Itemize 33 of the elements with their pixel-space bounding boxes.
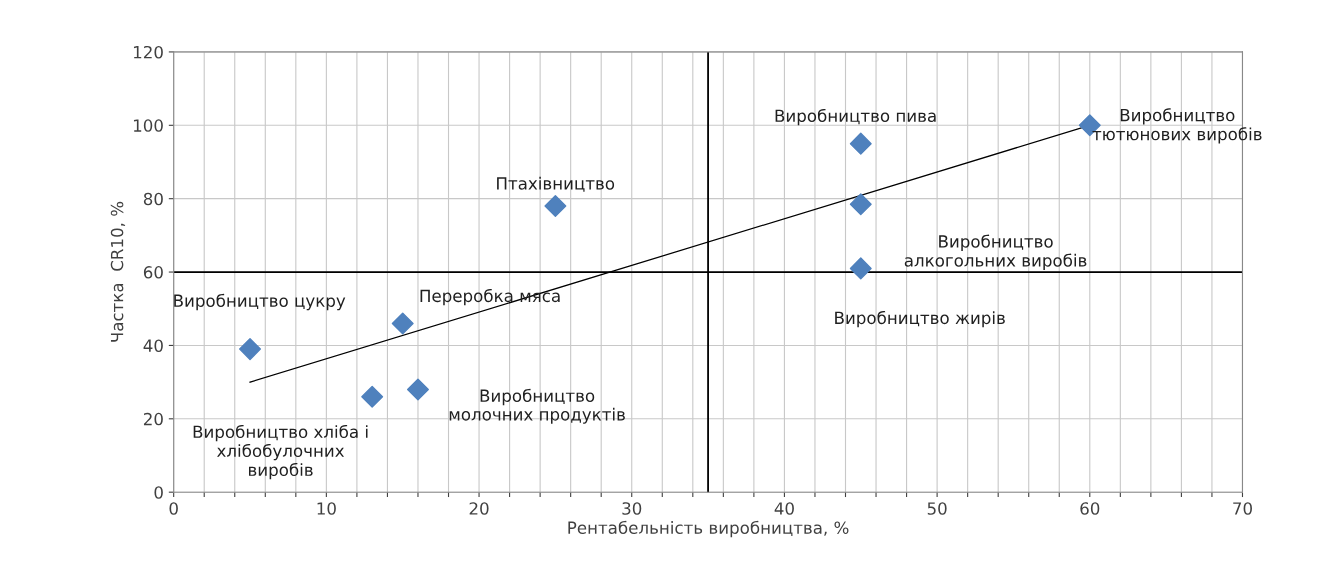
y-tick-label: 80 — [143, 192, 163, 206]
annotation: Виробництво цукру — [174, 293, 346, 311]
y-tick-label: 60 — [143, 266, 163, 279]
y-tick-label: 0 — [154, 486, 163, 499]
annotation: Виробництво молочних продуктів — [449, 388, 625, 424]
annotation: Виробництво тютюнових виробів — [1092, 108, 1262, 144]
annotation: Виробництво алкогольних виробів — [904, 234, 1087, 270]
y-axis-title: Частка CR10, % — [110, 201, 126, 342]
y-tick-label: 40 — [143, 339, 163, 352]
annotation: Виробництво хліба і хлібобулочних виробів — [193, 424, 368, 480]
point — [406, 378, 429, 401]
point — [849, 193, 872, 216]
point — [544, 195, 567, 218]
y-tick-label: 120 — [133, 45, 163, 59]
x-tick-label: 30 — [622, 502, 642, 515]
point — [239, 338, 262, 361]
annotation: Птахівництво — [497, 176, 615, 192]
x-tick-label: 60 — [1080, 502, 1100, 515]
y-tick-label: 100 — [133, 119, 163, 132]
x-tick-label: 0 — [169, 502, 178, 515]
x-tick-label: 50 — [927, 502, 947, 515]
point — [849, 257, 872, 280]
x-axis-title: Рентабельність виробництва, % — [568, 520, 849, 538]
point — [849, 132, 872, 155]
x-tick-label: 70 — [1233, 502, 1252, 515]
annotation: Виробництво пива — [775, 108, 936, 126]
point — [391, 312, 414, 335]
x-tick-label: 40 — [774, 502, 794, 515]
x-tick-label: 10 — [317, 502, 336, 515]
point — [361, 385, 384, 408]
y-tick-label: 20 — [143, 412, 163, 426]
x-tick-label: 20 — [469, 502, 489, 515]
annotation: Виробництво жирів — [835, 310, 1005, 328]
